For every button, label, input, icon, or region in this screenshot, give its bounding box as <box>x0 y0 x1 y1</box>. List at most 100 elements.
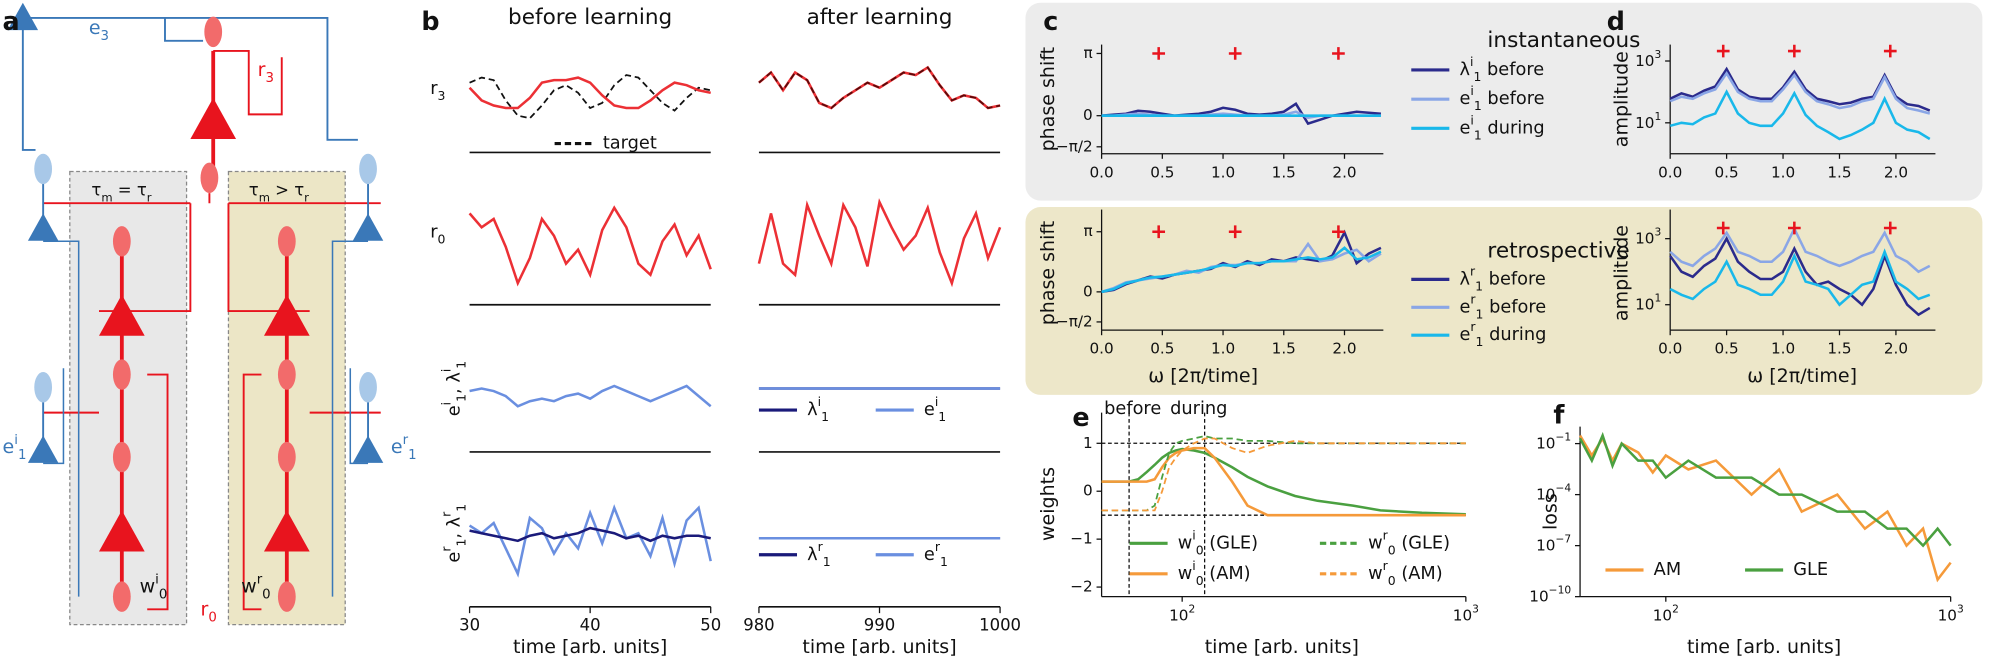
data-line <box>1101 246 1382 294</box>
y-tick-label: −1 <box>1070 530 1092 548</box>
text-part: 10 <box>1635 113 1654 131</box>
row-label: er1, λr1 <box>438 504 468 563</box>
text-part: 0 <box>262 587 270 602</box>
label: ei1 <box>3 432 27 462</box>
y-tick-label: 101 <box>1635 291 1661 313</box>
x-tick-label: 102 <box>1169 602 1195 624</box>
x-tick-label: 102 <box>1653 602 1679 624</box>
legend-label: λi1 before <box>1460 54 1545 84</box>
text-part: w <box>1368 533 1383 553</box>
data-line <box>1669 70 1931 115</box>
connection <box>21 17 36 151</box>
text-part: e <box>1460 89 1471 109</box>
text-part: 0 <box>438 231 446 246</box>
x-tick-label: 1.0 <box>1771 163 1795 181</box>
legend-label: GLE <box>1793 560 1828 580</box>
text-part: r <box>935 539 941 554</box>
x-tick-label: 1.5 <box>1827 340 1851 358</box>
x-tick-label: 0.5 <box>1715 340 1739 358</box>
y-tick-label: π <box>1084 44 1093 62</box>
text-part: r <box>430 79 438 99</box>
connection <box>147 373 262 611</box>
text-part: 10 <box>1536 485 1555 503</box>
text-part: 1 <box>1655 291 1662 304</box>
connection <box>43 240 369 597</box>
text-part: ω [2π/time] <box>1747 364 1857 386</box>
column-title: before learning <box>508 5 672 30</box>
marker <box>1228 47 1242 60</box>
pyramidal-cell <box>190 97 237 140</box>
text-part: i <box>1470 83 1473 98</box>
pyramidal-cell <box>98 294 145 336</box>
text-part: , λ <box>444 372 464 394</box>
y-axis-label: loss <box>1539 493 1561 530</box>
x-tick-label: 1.5 <box>1272 340 1296 358</box>
text-part: m <box>101 190 112 204</box>
text-part: −4 <box>1555 481 1571 494</box>
text-part: λ <box>807 400 818 420</box>
x-tick-label: 0.5 <box>1715 163 1739 181</box>
data-line <box>1101 437 1466 512</box>
text-part: 10 <box>1536 434 1555 452</box>
panel-letter: b <box>421 6 439 36</box>
cell-body <box>112 441 131 473</box>
text-part: w <box>1368 564 1383 584</box>
text-part: 1 <box>938 409 946 424</box>
data-line <box>1669 235 1931 317</box>
data-line <box>469 384 712 408</box>
cell-body <box>200 162 219 194</box>
text-part: 10 <box>1938 606 1957 624</box>
text-part: 1 <box>1655 109 1662 122</box>
y-tick-label: π <box>1084 222 1093 240</box>
y-tick-label: 103 <box>1635 225 1661 247</box>
text-part: e <box>1460 118 1471 138</box>
legend-label: er1 before <box>1460 291 1547 321</box>
text-part: = τ <box>113 180 147 199</box>
text-part: e <box>444 552 464 563</box>
x-tick-label: 2.0 <box>1332 340 1356 358</box>
text-part: before <box>1481 60 1544 80</box>
row-label: r3 <box>430 79 445 103</box>
text-part: r <box>1470 319 1476 334</box>
y-axis-label: amplitude <box>1610 51 1632 147</box>
x-tick-label: 0.5 <box>1150 163 1174 181</box>
text-part: 1 <box>1476 334 1484 349</box>
cell-body <box>277 226 296 257</box>
y-tick-label: 1 <box>1083 434 1093 452</box>
panel-letter: c <box>1043 6 1058 36</box>
text-part: (AM) <box>1204 564 1251 584</box>
cell-body <box>34 372 53 403</box>
row-label: r0 <box>430 222 445 246</box>
marker <box>1228 225 1242 239</box>
text-part: 1 <box>453 394 468 402</box>
data-line <box>758 66 1001 110</box>
text-part: 1 <box>453 504 468 512</box>
pyramidal-cell <box>352 213 384 241</box>
text-part: > τ <box>270 180 304 199</box>
text-part: r <box>1383 558 1389 573</box>
marker <box>1787 221 1801 235</box>
x-tick-label: 0.0 <box>1090 340 1114 358</box>
text-part: i <box>818 394 821 409</box>
panel-background <box>1025 2 1983 201</box>
text-part: during <box>1483 325 1546 345</box>
panel-letter: a <box>3 6 20 36</box>
text-part: e <box>924 545 935 565</box>
x-tick-label: 0.5 <box>1150 340 1174 358</box>
legend-label: λr1 <box>807 539 831 569</box>
marker <box>1883 221 1897 235</box>
text-part: (GLE) <box>1204 533 1258 553</box>
legend-label: λi1 <box>807 394 829 424</box>
connection <box>43 193 381 205</box>
text-part: 0 <box>1196 573 1204 588</box>
phase-label: before <box>1104 399 1161 419</box>
text-part: 0 <box>1388 542 1396 557</box>
text-part: m <box>259 190 270 204</box>
text-part: e <box>3 435 15 457</box>
text-part: w <box>1178 564 1193 584</box>
label: r0 <box>201 598 217 625</box>
x-tick-label: 1000 <box>979 615 1021 634</box>
text-part: −7 <box>1555 532 1571 545</box>
data-line <box>468 205 712 287</box>
data-line <box>758 65 1001 110</box>
